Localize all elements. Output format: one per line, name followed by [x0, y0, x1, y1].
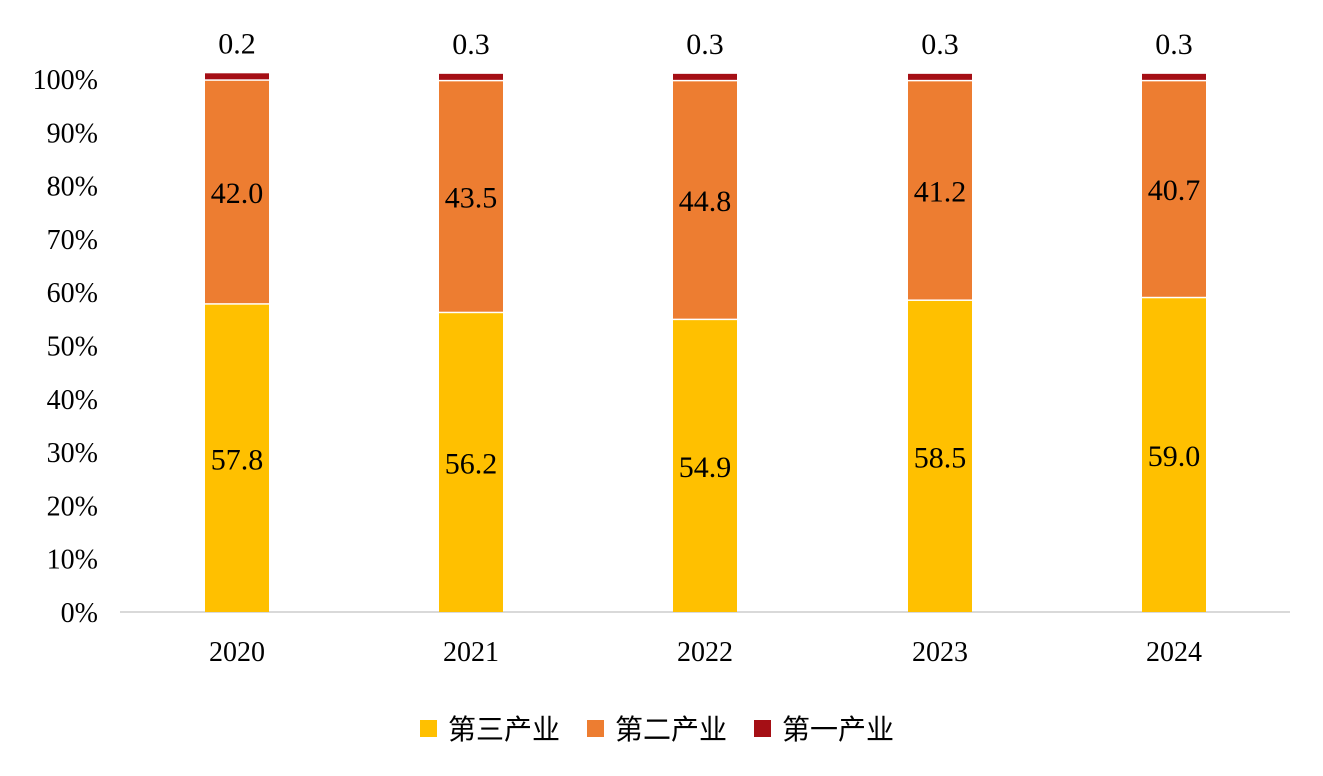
- data-label: 0.3: [921, 28, 959, 61]
- legend-label: 第二产业: [615, 713, 727, 746]
- y-tick-label: 80%: [47, 172, 98, 203]
- bar-segment-1: [439, 313, 503, 612]
- data-label: 56.2: [445, 448, 498, 481]
- x-tick-label: 2020: [209, 637, 265, 668]
- bar-segment-3: [1142, 73, 1206, 80]
- data-label: 41.2: [914, 175, 967, 208]
- y-tick-label: 10%: [47, 545, 98, 576]
- bar-segment-3: [205, 73, 269, 80]
- data-label: 42.0: [211, 177, 264, 210]
- bar-segment-3: [908, 73, 972, 80]
- bar-segment-2: [673, 81, 737, 319]
- legend-label: 第一产业: [782, 713, 894, 746]
- bar-segment-2: [205, 80, 269, 304]
- y-tick-label: 90%: [47, 118, 98, 149]
- bar-stack-2020: 57.8 42.0 0.2: [205, 27, 269, 612]
- bar-stack-2024: 59.0 40.7 0.3: [1142, 28, 1206, 612]
- x-tick-label: 2022: [677, 637, 733, 668]
- data-label: 0.2: [218, 27, 256, 60]
- y-tick-label: 100%: [33, 65, 98, 96]
- bar-segment-1: [1142, 298, 1206, 612]
- bar-segment-1: [908, 300, 972, 612]
- data-label: 43.5: [445, 182, 498, 215]
- data-label: 58.5: [914, 441, 967, 474]
- bar-segment-1: [205, 304, 269, 612]
- data-label: 44.8: [679, 185, 732, 218]
- legend-swatch: [754, 720, 771, 737]
- bar-segment-2: [908, 81, 972, 300]
- y-tick-label: 50%: [47, 332, 98, 363]
- bar-segment-2: [439, 81, 503, 312]
- y-tick-label: 0%: [61, 598, 98, 629]
- y-tick-label: 70%: [47, 225, 98, 256]
- y-tick-label: 20%: [47, 491, 98, 522]
- y-tick-label: 40%: [47, 385, 98, 416]
- data-label: 0.3: [1155, 28, 1193, 61]
- y-axis-tick-labels: 0% 10% 20% 30% 40% 50% 60% 70% 80% 90% 100%: [33, 65, 98, 629]
- data-label: 0.3: [452, 28, 490, 61]
- y-tick-label: 60%: [47, 278, 98, 309]
- legend-label: 第三产业: [448, 713, 560, 746]
- bar-stack-2021: 56.2 43.5 0.3: [439, 28, 503, 612]
- bar-segment-3: [439, 73, 503, 80]
- legend-item: 第二产业: [587, 713, 727, 746]
- legend-swatch: [420, 720, 437, 737]
- legend-item: 第一产业: [754, 713, 894, 746]
- x-tick-label: 2021: [443, 637, 499, 668]
- bar-segment-1: [673, 320, 737, 612]
- x-tick-label: 2024: [1146, 637, 1202, 668]
- legend-item: 第三产业: [420, 713, 560, 746]
- bar-segment-3: [673, 73, 737, 80]
- data-label: 0.3: [686, 28, 724, 61]
- y-tick-label: 30%: [47, 438, 98, 469]
- x-axis-tick-labels: 2020 2021 2022 2023 2024: [209, 637, 1202, 668]
- x-tick-label: 2023: [912, 637, 968, 668]
- legend: 第三产业 第二产业 第一产业: [420, 713, 894, 746]
- bar-stacks: 57.8 42.0 0.2 56.2 43.5 0.3 54.9 44.8 0.3 58.5 41.…: [205, 27, 1206, 612]
- data-label: 40.7: [1148, 174, 1201, 207]
- data-label: 59.0: [1148, 440, 1201, 473]
- bar-segment-2: [1142, 81, 1206, 297]
- data-label: 57.8: [211, 443, 264, 476]
- legend-swatch: [587, 720, 604, 737]
- bar-stack-2023: 58.5 41.2 0.3: [908, 28, 972, 612]
- bar-stack-2022: 54.9 44.8 0.3: [673, 28, 737, 612]
- data-label: 54.9: [679, 451, 732, 484]
